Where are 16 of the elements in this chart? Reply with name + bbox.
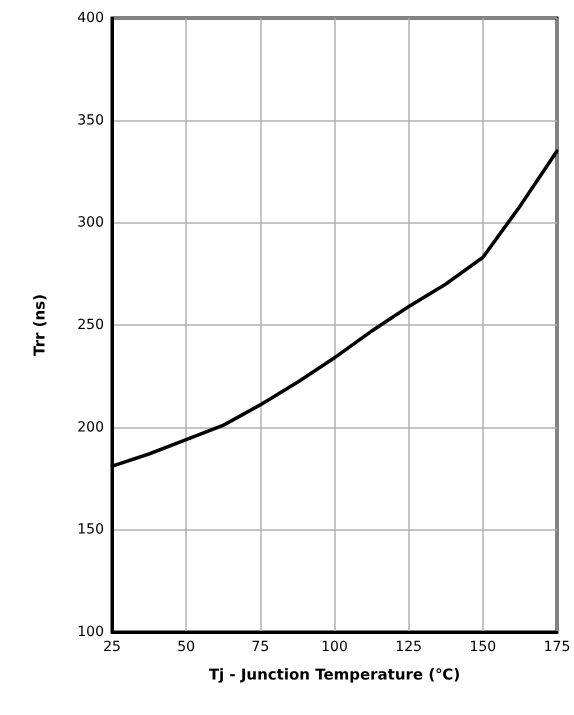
y-tick-label: 250 <box>77 317 104 333</box>
x-tick-label: 25 <box>103 639 121 655</box>
x-axis-title: Tj - Junction Temperature (℃) <box>208 666 460 684</box>
y-tick-label: 200 <box>77 419 104 436</box>
x-tick-label: 125 <box>395 639 422 655</box>
y-axis-title: Trr (ns) <box>30 294 48 356</box>
y-tick-label: 150 <box>77 522 104 538</box>
y-tick-label: 350 <box>77 112 104 128</box>
y-tick-label: 300 <box>77 214 104 231</box>
y-tick-label: 100 <box>77 624 104 640</box>
x-tick-label: 50 <box>177 639 196 655</box>
y-tick-label: 400 <box>77 10 104 26</box>
x-tick-label: 150 <box>469 639 496 655</box>
x-tick-label: 175 <box>544 639 570 655</box>
x-tick-label: 100 <box>321 639 348 655</box>
x-tick-label: 75 <box>251 639 270 655</box>
